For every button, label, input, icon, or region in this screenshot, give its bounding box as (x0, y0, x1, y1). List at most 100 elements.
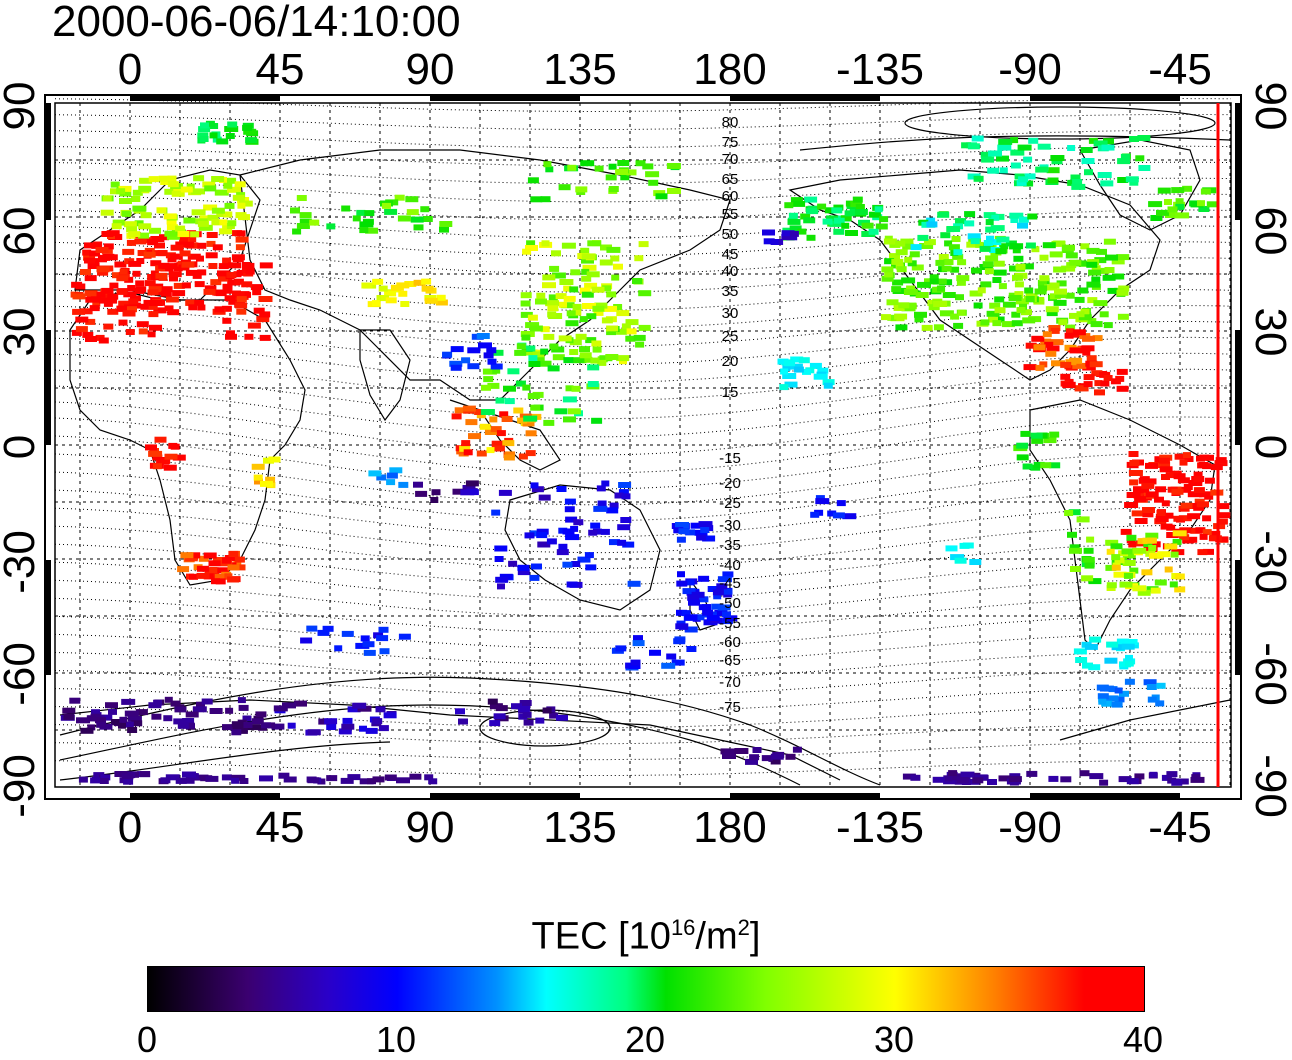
tec-point (1148, 545, 1157, 551)
tec-point (909, 251, 920, 258)
tec-point (150, 236, 165, 242)
tec-point (542, 282, 556, 289)
tec-point (1010, 149, 1025, 156)
tec-point (131, 720, 143, 727)
tec-point (559, 301, 567, 308)
tec-point (430, 497, 439, 503)
tec-point (85, 336, 97, 342)
tec-point (439, 221, 453, 227)
tec-point (1081, 158, 1095, 164)
tec-point (1175, 212, 1190, 219)
tec-point (1008, 295, 1022, 301)
tec-point (563, 357, 574, 364)
tec-point (109, 297, 118, 304)
tec-point (84, 275, 97, 282)
tec-point (597, 359, 607, 366)
tec-point (620, 174, 630, 181)
tec-point (1060, 361, 1072, 368)
tec-point (235, 244, 245, 251)
tec-point (606, 291, 617, 298)
tec-point (451, 413, 462, 420)
tec-point (875, 223, 888, 230)
tec-point (167, 175, 177, 182)
tec-point (1156, 510, 1166, 516)
tec-point (943, 259, 954, 265)
tec-point (895, 324, 908, 331)
tec-point (1173, 473, 1186, 480)
tec-point (522, 384, 531, 391)
tec-point (227, 279, 241, 286)
tec-point (1068, 509, 1081, 516)
tec-point (874, 206, 883, 213)
tec-point (1083, 381, 1093, 388)
tec-point (523, 719, 534, 726)
tec-point (1154, 579, 1167, 586)
tec-point (206, 232, 218, 238)
tec-point (170, 244, 184, 251)
tec-point (1094, 257, 1107, 264)
tec-point (548, 294, 558, 301)
tec-point (831, 207, 843, 214)
tec-point (1058, 319, 1068, 326)
tec-point (723, 615, 738, 622)
tec-point (197, 132, 209, 139)
tec-point (376, 635, 389, 642)
tec-point (522, 420, 535, 427)
tec-point (998, 775, 1011, 782)
tec-point (1104, 267, 1115, 273)
tec-point (1132, 585, 1147, 592)
tec-point (487, 382, 500, 389)
tec-point (179, 250, 191, 257)
tec-point (219, 228, 233, 235)
tec-point (1111, 554, 1121, 561)
tec-point (999, 243, 1009, 250)
tec-point (164, 188, 174, 195)
tec-point (722, 753, 736, 759)
tec-point (72, 308, 86, 315)
tec-point (1065, 252, 1078, 259)
tec-point (645, 171, 660, 178)
tec-point (208, 263, 218, 269)
tec-point (211, 219, 220, 226)
tec-point (290, 207, 300, 214)
tec-point (383, 712, 397, 719)
tec-point (495, 397, 505, 404)
tec-point (283, 776, 297, 783)
tec-point (980, 281, 992, 288)
tec-point (567, 164, 577, 171)
tec-point (1116, 368, 1128, 375)
tec-point (956, 275, 970, 282)
tec-point (400, 301, 410, 307)
tec-point (1025, 242, 1036, 249)
tec-point (1046, 310, 1058, 317)
tec-point (1183, 452, 1191, 459)
tec-point (164, 696, 173, 703)
tec-point (1119, 690, 1129, 697)
tec-point (977, 287, 986, 294)
tec-point (1088, 137, 1098, 144)
tec-point (950, 266, 960, 273)
tec-point (942, 292, 956, 298)
tec-point (667, 188, 681, 194)
tec-point (296, 223, 310, 229)
tec-point (960, 771, 975, 778)
tec-point (1111, 258, 1125, 265)
tec-point (562, 561, 573, 568)
tec-point (1098, 698, 1107, 705)
tec-point (1096, 248, 1107, 255)
tec-point (1155, 700, 1165, 707)
tec-point (268, 456, 281, 463)
tec-point (382, 202, 391, 209)
tec-point (826, 215, 838, 222)
tec-point (251, 463, 265, 470)
tec-point (961, 142, 972, 149)
tec-point (123, 310, 136, 317)
tec-point (894, 313, 908, 320)
tec-point (602, 285, 612, 292)
tec-point (365, 727, 378, 734)
tec-point (109, 282, 119, 289)
tec-point (372, 776, 385, 783)
tec-point (413, 224, 424, 231)
tec-point (564, 506, 575, 513)
tec-point (777, 358, 789, 365)
